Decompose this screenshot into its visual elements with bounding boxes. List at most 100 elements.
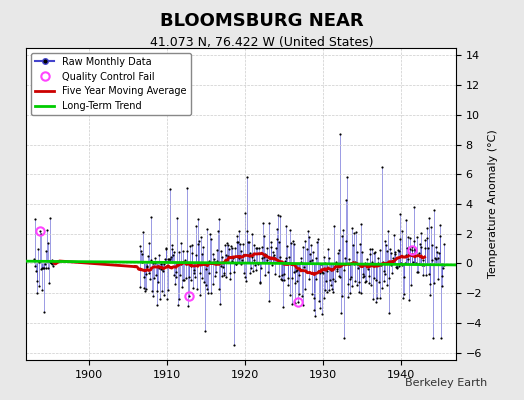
Point <box>200 261 209 268</box>
Point <box>414 268 422 275</box>
Point <box>300 286 309 292</box>
Point <box>141 286 150 292</box>
Point <box>30 256 38 262</box>
Point <box>144 252 152 259</box>
Point <box>182 274 190 281</box>
Point <box>236 261 245 267</box>
Point <box>191 273 199 280</box>
Point <box>396 236 405 242</box>
Point <box>339 227 347 234</box>
Point <box>296 267 304 273</box>
Point <box>385 274 394 281</box>
Point <box>210 256 218 263</box>
Point <box>284 282 292 288</box>
Point <box>228 255 237 261</box>
Point <box>428 257 436 264</box>
Point <box>351 259 359 265</box>
Point <box>387 262 395 268</box>
Point <box>177 261 185 267</box>
Point <box>318 311 326 318</box>
Point <box>276 254 284 260</box>
Point <box>248 254 257 260</box>
Point <box>267 244 275 251</box>
Point <box>420 244 429 251</box>
Point <box>153 301 161 308</box>
Point <box>205 258 214 264</box>
Point <box>412 260 420 266</box>
Point <box>376 295 385 301</box>
Point <box>233 238 242 245</box>
Point <box>406 246 414 252</box>
Point <box>358 249 366 255</box>
Point <box>313 268 322 274</box>
Point <box>392 265 401 272</box>
Point <box>156 295 164 302</box>
Point <box>142 271 150 277</box>
Point <box>371 249 379 256</box>
Point <box>369 296 377 302</box>
Point <box>169 252 177 258</box>
Point <box>304 234 313 241</box>
Point <box>164 256 172 262</box>
Point <box>40 265 48 272</box>
Point <box>370 275 378 281</box>
Point <box>384 228 392 235</box>
Point <box>362 278 370 284</box>
Point <box>225 245 233 252</box>
Point <box>430 280 438 286</box>
Point <box>220 270 228 276</box>
Point <box>421 237 430 243</box>
Point <box>206 230 214 237</box>
Point <box>336 131 345 137</box>
Point <box>291 300 299 306</box>
Point <box>136 284 145 291</box>
Point <box>439 265 447 272</box>
Point <box>136 243 144 249</box>
Point <box>199 244 207 250</box>
Point <box>246 250 255 256</box>
Point <box>38 265 46 271</box>
Point <box>146 276 154 282</box>
Point <box>148 292 157 299</box>
Point <box>419 272 428 279</box>
Point <box>307 242 315 249</box>
Point <box>208 260 216 266</box>
Point <box>36 266 45 273</box>
Point <box>32 268 40 274</box>
Point <box>425 270 433 277</box>
Point <box>45 280 53 286</box>
Point <box>161 245 170 252</box>
Point <box>330 223 338 230</box>
Point <box>137 259 146 266</box>
Point <box>245 252 254 258</box>
Point <box>231 245 239 252</box>
Point <box>373 294 381 301</box>
Point <box>189 285 198 291</box>
Point <box>270 252 278 258</box>
Point <box>249 268 257 274</box>
Point <box>427 224 435 230</box>
Point <box>198 251 206 257</box>
Point <box>319 270 327 276</box>
Point <box>292 267 301 273</box>
Point <box>194 216 202 222</box>
Point <box>357 290 366 296</box>
Point <box>329 276 337 282</box>
Point <box>203 226 212 233</box>
Point <box>408 244 417 250</box>
Point <box>150 275 158 281</box>
Point <box>275 273 283 279</box>
Point <box>157 261 166 268</box>
Point <box>372 277 380 283</box>
Point <box>216 263 225 270</box>
Point <box>263 245 271 251</box>
Point <box>382 242 390 248</box>
Point <box>171 280 179 287</box>
Point <box>436 334 445 341</box>
Point <box>331 263 339 269</box>
Point <box>303 269 311 276</box>
Point <box>378 164 386 170</box>
Point <box>188 242 196 248</box>
Point <box>38 287 47 294</box>
Point <box>195 291 204 298</box>
